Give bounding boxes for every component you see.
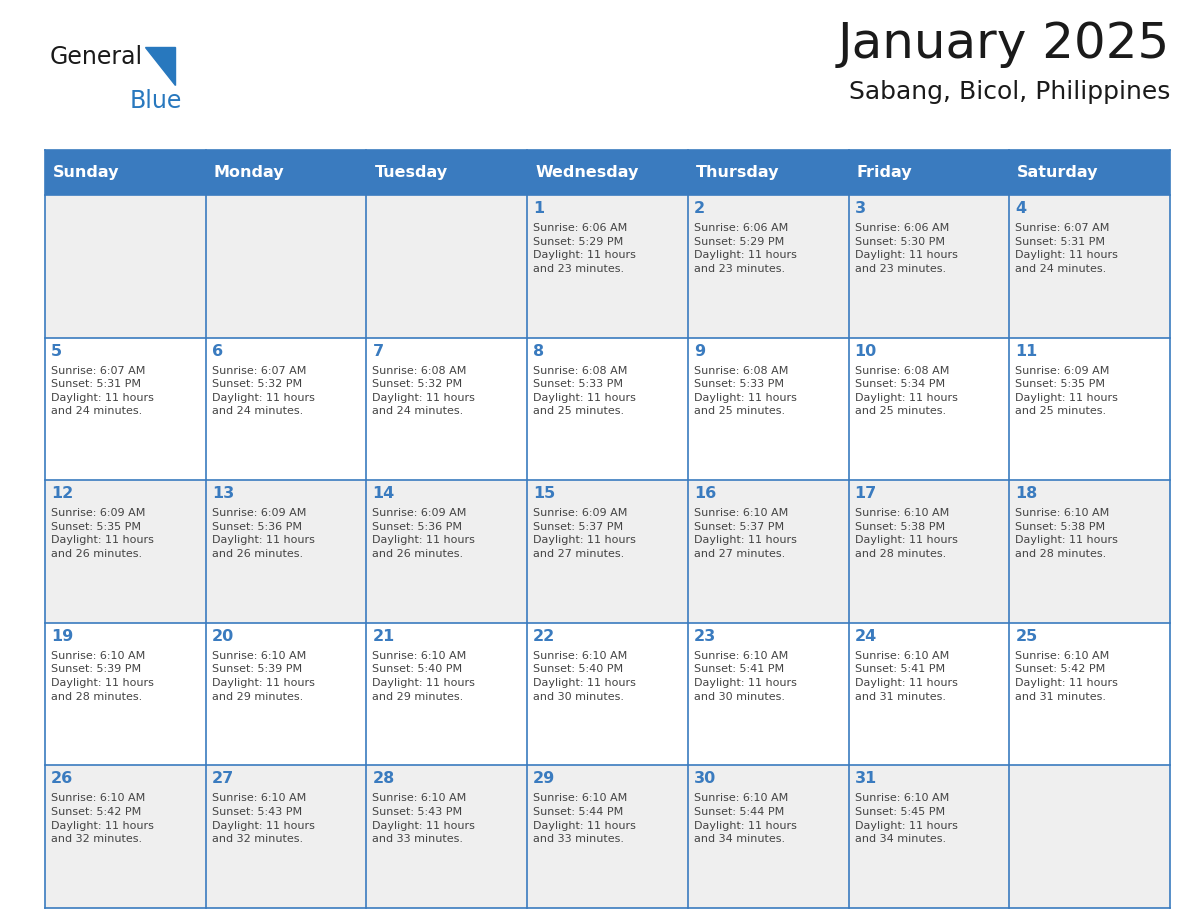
- Text: 6: 6: [211, 343, 223, 359]
- Text: Sunrise: 6:10 AM
Sunset: 5:40 PM
Daylight: 11 hours
and 29 minutes.: Sunrise: 6:10 AM Sunset: 5:40 PM Dayligh…: [372, 651, 475, 701]
- Text: Sunrise: 6:09 AM
Sunset: 5:35 PM
Daylight: 11 hours
and 25 minutes.: Sunrise: 6:09 AM Sunset: 5:35 PM Dayligh…: [1016, 365, 1118, 417]
- Text: 16: 16: [694, 487, 716, 501]
- Text: Sunrise: 6:07 AM
Sunset: 5:32 PM
Daylight: 11 hours
and 24 minutes.: Sunrise: 6:07 AM Sunset: 5:32 PM Dayligh…: [211, 365, 315, 417]
- Text: 25: 25: [1016, 629, 1037, 644]
- Text: 21: 21: [372, 629, 394, 644]
- Text: Sunrise: 6:10 AM
Sunset: 5:43 PM
Daylight: 11 hours
and 32 minutes.: Sunrise: 6:10 AM Sunset: 5:43 PM Dayligh…: [211, 793, 315, 845]
- Text: 19: 19: [51, 629, 74, 644]
- Text: Sunrise: 6:08 AM
Sunset: 5:33 PM
Daylight: 11 hours
and 25 minutes.: Sunrise: 6:08 AM Sunset: 5:33 PM Dayligh…: [694, 365, 797, 417]
- Text: 14: 14: [372, 487, 394, 501]
- Text: Sunrise: 6:09 AM
Sunset: 5:36 PM
Daylight: 11 hours
and 26 minutes.: Sunrise: 6:09 AM Sunset: 5:36 PM Dayligh…: [372, 509, 475, 559]
- Text: Sunrise: 6:07 AM
Sunset: 5:31 PM
Daylight: 11 hours
and 24 minutes.: Sunrise: 6:07 AM Sunset: 5:31 PM Dayligh…: [51, 365, 154, 417]
- Text: Sunrise: 6:07 AM
Sunset: 5:31 PM
Daylight: 11 hours
and 24 minutes.: Sunrise: 6:07 AM Sunset: 5:31 PM Dayligh…: [1016, 223, 1118, 274]
- Text: Sunrise: 6:10 AM
Sunset: 5:42 PM
Daylight: 11 hours
and 32 minutes.: Sunrise: 6:10 AM Sunset: 5:42 PM Dayligh…: [51, 793, 154, 845]
- Text: Sunrise: 6:09 AM
Sunset: 5:36 PM
Daylight: 11 hours
and 26 minutes.: Sunrise: 6:09 AM Sunset: 5:36 PM Dayligh…: [211, 509, 315, 559]
- Text: Sunrise: 6:10 AM
Sunset: 5:45 PM
Daylight: 11 hours
and 34 minutes.: Sunrise: 6:10 AM Sunset: 5:45 PM Dayligh…: [854, 793, 958, 845]
- Text: 18: 18: [1016, 487, 1037, 501]
- Text: Sunrise: 6:10 AM
Sunset: 5:37 PM
Daylight: 11 hours
and 27 minutes.: Sunrise: 6:10 AM Sunset: 5:37 PM Dayligh…: [694, 509, 797, 559]
- Text: Wednesday: Wednesday: [535, 165, 638, 180]
- Text: Sunrise: 6:06 AM
Sunset: 5:29 PM
Daylight: 11 hours
and 23 minutes.: Sunrise: 6:06 AM Sunset: 5:29 PM Dayligh…: [694, 223, 797, 274]
- Text: Sunrise: 6:10 AM
Sunset: 5:41 PM
Daylight: 11 hours
and 30 minutes.: Sunrise: 6:10 AM Sunset: 5:41 PM Dayligh…: [694, 651, 797, 701]
- Text: 17: 17: [854, 487, 877, 501]
- Text: Sunrise: 6:08 AM
Sunset: 5:34 PM
Daylight: 11 hours
and 25 minutes.: Sunrise: 6:08 AM Sunset: 5:34 PM Dayligh…: [854, 365, 958, 417]
- Text: Sunrise: 6:09 AM
Sunset: 5:37 PM
Daylight: 11 hours
and 27 minutes.: Sunrise: 6:09 AM Sunset: 5:37 PM Dayligh…: [533, 509, 636, 559]
- Text: 30: 30: [694, 771, 716, 787]
- Text: 24: 24: [854, 629, 877, 644]
- Bar: [45, 195, 1170, 338]
- Text: Sunrise: 6:10 AM
Sunset: 5:40 PM
Daylight: 11 hours
and 30 minutes.: Sunrise: 6:10 AM Sunset: 5:40 PM Dayligh…: [533, 651, 636, 701]
- Text: January 2025: January 2025: [838, 20, 1170, 68]
- Text: Sabang, Bicol, Philippines: Sabang, Bicol, Philippines: [848, 80, 1170, 104]
- Text: 1: 1: [533, 201, 544, 216]
- Text: 5: 5: [51, 343, 62, 359]
- Text: Sunrise: 6:10 AM
Sunset: 5:43 PM
Daylight: 11 hours
and 33 minutes.: Sunrise: 6:10 AM Sunset: 5:43 PM Dayligh…: [372, 793, 475, 845]
- Text: Sunrise: 6:10 AM
Sunset: 5:44 PM
Daylight: 11 hours
and 34 minutes.: Sunrise: 6:10 AM Sunset: 5:44 PM Dayligh…: [694, 793, 797, 845]
- Text: 23: 23: [694, 629, 716, 644]
- Text: 20: 20: [211, 629, 234, 644]
- Text: Sunrise: 6:10 AM
Sunset: 5:38 PM
Daylight: 11 hours
and 28 minutes.: Sunrise: 6:10 AM Sunset: 5:38 PM Dayligh…: [854, 509, 958, 559]
- Text: Blue: Blue: [129, 89, 183, 113]
- Text: Sunrise: 6:06 AM
Sunset: 5:30 PM
Daylight: 11 hours
and 23 minutes.: Sunrise: 6:06 AM Sunset: 5:30 PM Dayligh…: [854, 223, 958, 274]
- Text: 4: 4: [1016, 201, 1026, 216]
- Text: Sunrise: 6:08 AM
Sunset: 5:33 PM
Daylight: 11 hours
and 25 minutes.: Sunrise: 6:08 AM Sunset: 5:33 PM Dayligh…: [533, 365, 636, 417]
- Bar: [45, 766, 1170, 908]
- Text: Saturday: Saturday: [1017, 165, 1099, 180]
- Text: Sunrise: 6:10 AM
Sunset: 5:39 PM
Daylight: 11 hours
and 28 minutes.: Sunrise: 6:10 AM Sunset: 5:39 PM Dayligh…: [51, 651, 154, 701]
- Bar: [45, 338, 1170, 480]
- Text: 12: 12: [51, 487, 74, 501]
- Text: 15: 15: [533, 487, 556, 501]
- Text: 7: 7: [372, 343, 384, 359]
- Text: 11: 11: [1016, 343, 1037, 359]
- Text: 31: 31: [854, 771, 877, 787]
- Text: 26: 26: [51, 771, 74, 787]
- Text: 29: 29: [533, 771, 556, 787]
- Text: General: General: [50, 45, 143, 69]
- Text: 28: 28: [372, 771, 394, 787]
- Text: Tuesday: Tuesday: [374, 165, 448, 180]
- Text: Sunrise: 6:06 AM
Sunset: 5:29 PM
Daylight: 11 hours
and 23 minutes.: Sunrise: 6:06 AM Sunset: 5:29 PM Dayligh…: [533, 223, 636, 274]
- Text: 2: 2: [694, 201, 704, 216]
- Text: Thursday: Thursday: [696, 165, 779, 180]
- Text: Friday: Friday: [857, 165, 912, 180]
- Bar: [45, 480, 1170, 622]
- Text: 10: 10: [854, 343, 877, 359]
- Text: 9: 9: [694, 343, 704, 359]
- Text: Sunrise: 6:10 AM
Sunset: 5:38 PM
Daylight: 11 hours
and 28 minutes.: Sunrise: 6:10 AM Sunset: 5:38 PM Dayligh…: [1016, 509, 1118, 559]
- Text: 27: 27: [211, 771, 234, 787]
- Text: Sunrise: 6:10 AM
Sunset: 5:42 PM
Daylight: 11 hours
and 31 minutes.: Sunrise: 6:10 AM Sunset: 5:42 PM Dayligh…: [1016, 651, 1118, 701]
- Polygon shape: [145, 47, 175, 85]
- Text: 22: 22: [533, 629, 556, 644]
- Text: 13: 13: [211, 487, 234, 501]
- Text: Sunrise: 6:10 AM
Sunset: 5:39 PM
Daylight: 11 hours
and 29 minutes.: Sunrise: 6:10 AM Sunset: 5:39 PM Dayligh…: [211, 651, 315, 701]
- Text: Sunrise: 6:10 AM
Sunset: 5:44 PM
Daylight: 11 hours
and 33 minutes.: Sunrise: 6:10 AM Sunset: 5:44 PM Dayligh…: [533, 793, 636, 845]
- Text: Sunrise: 6:08 AM
Sunset: 5:32 PM
Daylight: 11 hours
and 24 minutes.: Sunrise: 6:08 AM Sunset: 5:32 PM Dayligh…: [372, 365, 475, 417]
- Text: Sunday: Sunday: [53, 165, 120, 180]
- Bar: [45, 150, 1170, 195]
- Text: 8: 8: [533, 343, 544, 359]
- Text: Monday: Monday: [214, 165, 284, 180]
- Text: 3: 3: [854, 201, 866, 216]
- Text: Sunrise: 6:09 AM
Sunset: 5:35 PM
Daylight: 11 hours
and 26 minutes.: Sunrise: 6:09 AM Sunset: 5:35 PM Dayligh…: [51, 509, 154, 559]
- Text: Sunrise: 6:10 AM
Sunset: 5:41 PM
Daylight: 11 hours
and 31 minutes.: Sunrise: 6:10 AM Sunset: 5:41 PM Dayligh…: [854, 651, 958, 701]
- Bar: [45, 622, 1170, 766]
